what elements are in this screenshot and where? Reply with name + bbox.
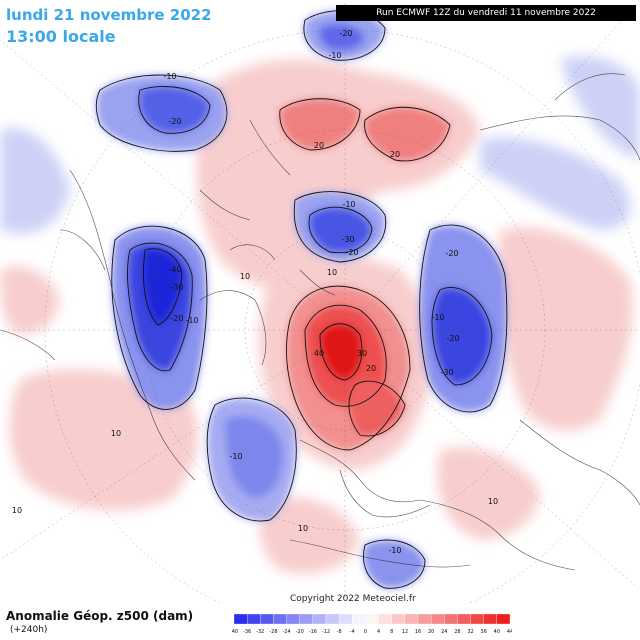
legend-swatches — [233, 613, 511, 625]
lead-time-label: (+240h) — [10, 625, 48, 635]
contour-label: -10 — [229, 452, 242, 461]
parameter-label: Anomalie Géop. z500 (dam) — [6, 609, 194, 623]
contour-lines — [95, 10, 508, 589]
legend-tick-label: -16 — [309, 629, 317, 635]
legend-swatch — [365, 613, 379, 625]
contour-label: 40 — [314, 349, 324, 358]
legend-swatch — [378, 613, 392, 625]
weak-negative-field — [0, 56, 640, 234]
legend-tick-label: 12 — [402, 629, 408, 635]
contour-label: -10 — [328, 51, 341, 60]
legend-tick-label: 40 — [494, 629, 500, 635]
contour-label: -40 — [168, 265, 181, 274]
legend-swatch — [273, 613, 287, 625]
contour-label: -30 — [170, 283, 183, 292]
legend-tick-label: 20 — [428, 629, 434, 635]
negative-anomaly-cores — [96, 10, 507, 589]
legend-swatch — [325, 613, 340, 625]
legend-swatch — [417, 613, 432, 625]
legend-swatch — [430, 613, 445, 625]
legend-swatch — [483, 613, 498, 625]
contour-label: -20 — [339, 29, 352, 38]
legend-tick-label: 8 — [390, 629, 393, 635]
legend-swatch — [352, 613, 366, 625]
contour-label: 20 — [366, 364, 376, 373]
legend-swatch — [470, 613, 484, 625]
legend-tick-label: -8 — [337, 629, 342, 635]
legend-swatch — [404, 613, 419, 625]
legend-swatch — [299, 613, 314, 625]
legend-swatch — [260, 613, 274, 625]
legend-swatch — [312, 613, 327, 625]
legend-tick-label: -4 — [350, 629, 355, 635]
contour-label: 20 — [390, 150, 400, 159]
legend-tick-label: 0 — [364, 629, 367, 635]
contour-label: -10 — [388, 546, 401, 555]
contour-label: -30 — [341, 235, 354, 244]
contour-label: -10 — [342, 200, 355, 209]
run-banner: Run ECMWF 12Z du vendredi 11 novembre 20… — [336, 5, 636, 21]
legend-tick-label: -36 — [243, 629, 251, 635]
legend-swatch — [391, 613, 406, 625]
contour-label: -20 — [168, 117, 181, 126]
legend-tick-label: -24 — [282, 629, 290, 635]
contour-label: -20 — [345, 248, 358, 257]
contour-label: -20 — [446, 334, 459, 343]
date-title: lundi 21 novembre 2022 — [6, 6, 212, 24]
legend-tick-label: -40 — [232, 629, 238, 635]
contour-label: 10 — [111, 429, 121, 438]
legend-tick-label: 44 — [507, 629, 512, 635]
legend-tick-label: -20 — [296, 629, 304, 635]
legend-tick-label: -12 — [322, 629, 330, 635]
legend-swatch — [496, 613, 511, 625]
time-title: 13:00 locale — [6, 27, 116, 46]
legend-swatch — [233, 613, 248, 625]
contour-label: -20 — [445, 249, 458, 258]
legend-tick-label: 24 — [441, 629, 447, 635]
contour-label: -30 — [440, 368, 453, 377]
contour-labels: -20 -10 -20 -10 -40 -30 -20 -10 -10 -10 … — [12, 29, 498, 555]
legend-tick-label: -28 — [269, 629, 277, 635]
contour-label: 10 — [240, 272, 250, 281]
legend-swatch — [457, 613, 471, 625]
legend-swatch — [286, 613, 300, 625]
contour-label: 10 — [12, 506, 22, 515]
contour-label: 20 — [314, 141, 324, 150]
contour-label: -10 — [163, 72, 176, 81]
coastlines — [0, 73, 640, 571]
legend-tick-label: 32 — [467, 629, 473, 635]
legend-tick-label: 16 — [415, 629, 421, 635]
contour-label: 30 — [357, 349, 367, 358]
color-legend: -40-36-32-28-24-20-16-12-8-4048121620242… — [232, 613, 512, 635]
copyright-label: Copyright 2022 Meteociel.fr — [290, 594, 416, 604]
legend-swatch — [338, 613, 353, 625]
contour-label: 10 — [488, 497, 498, 506]
legend-tick-label: 28 — [454, 629, 460, 635]
legend-ticks: -40-36-32-28-24-20-16-12-8-4048121620242… — [232, 629, 512, 635]
legend-swatch — [444, 613, 458, 625]
contour-label: 10 — [327, 268, 337, 277]
contour-label: -20 — [170, 314, 183, 323]
legend-swatch — [246, 613, 261, 625]
legend-tick-label: 4 — [377, 629, 380, 635]
contour-label: 10 — [298, 524, 308, 533]
contour-label: -10 — [431, 313, 444, 322]
legend-tick-label: 36 — [481, 629, 487, 635]
legend-tick-label: -32 — [256, 629, 264, 635]
contour-label: -10 — [185, 316, 198, 325]
